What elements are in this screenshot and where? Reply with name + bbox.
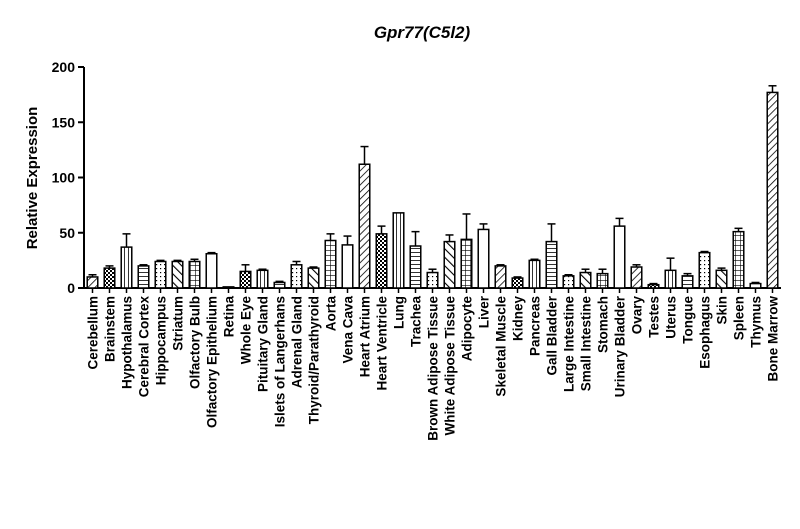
bar-esophagus (698, 251, 711, 289)
bar-brainstem (103, 267, 116, 289)
bar-islets-of-langerhans (273, 281, 286, 289)
x-tick-label: Spleen (732, 296, 747, 340)
bar-aorta (324, 239, 337, 289)
x-tick-label: Olfactory Epithelium (205, 296, 220, 428)
bar-heart-ventricle (375, 233, 388, 289)
bar-whole-eye (239, 270, 252, 289)
x-tick-label: Gall Bladder (545, 295, 560, 375)
y-tick-label: 0 (67, 280, 75, 296)
x-tick-label: Skin (715, 296, 730, 325)
x-tick-label: Uterus (664, 296, 679, 339)
x-tick-label: Esophagus (698, 296, 713, 369)
chart-title: Gpr77(C5l2) (374, 23, 471, 42)
bar-thyroid-parathyroid (307, 267, 320, 289)
bar-brown-adipose-tissue (426, 271, 439, 289)
x-tick-label: Stomach (596, 296, 611, 353)
x-tick-label: Islets of Langerhans (273, 296, 288, 427)
bar-bone-marrow (766, 91, 779, 289)
x-tick-label: Striatum (171, 296, 186, 351)
x-tick-label: Tongue (681, 296, 696, 344)
x-tick-label: Hypothalamus (120, 296, 135, 389)
bar-gall-bladder (545, 240, 558, 289)
y-axis-label: Relative Expression (24, 107, 41, 250)
x-tick-label: Heart Atrium (358, 296, 373, 377)
y-tick-label: 100 (52, 170, 76, 186)
bar-pancreas (528, 259, 541, 289)
bar-adrenal-gland (290, 264, 303, 289)
bar-lung (392, 212, 405, 289)
x-tick-label: Cerebellum (86, 296, 101, 370)
x-tick-label: Cerebral Cortex (137, 296, 152, 398)
x-tick-label: Trachea (409, 296, 424, 348)
x-tick-label: Testes (647, 296, 662, 338)
y-tick-label: 150 (52, 114, 76, 130)
bar-cerebellum (86, 276, 99, 289)
y-tick-label: 50 (59, 225, 75, 241)
y-tick-label: 200 (52, 59, 76, 75)
x-tick-label: Adipocyte (460, 296, 475, 362)
bar-tongue (681, 275, 694, 289)
bar-uterus (664, 269, 677, 289)
bar-urinary-bladder (613, 225, 626, 289)
bar-olfactory-epithelium (205, 252, 218, 289)
bar-adipocyte (460, 238, 473, 289)
bar-large-intestine (562, 275, 575, 289)
bar-hypothalamus (120, 246, 133, 289)
bar-ovary (630, 266, 643, 289)
bar-vena-cava (341, 244, 354, 289)
x-tick-label: Ovary (630, 296, 645, 335)
x-tick-label: Aorta (324, 296, 339, 332)
x-tick-label: Olfactory Bulb (188, 296, 203, 389)
bars (86, 85, 779, 293)
x-tick-label: Brown Adipose Tissue (426, 296, 441, 441)
x-tick-label: Retina (222, 296, 237, 338)
x-tick-label: Small Intestine (579, 296, 594, 392)
x-tick-label: Urinary Bladder (613, 295, 628, 397)
x-tick-label: Adrenal Gland (290, 296, 305, 388)
bar-skeletal-muscle (494, 265, 507, 289)
x-tick-label: Vena Cava (341, 296, 356, 364)
x-tick-label: Bone Marrow (766, 296, 781, 382)
bar-kidney (511, 277, 524, 289)
x-tick-label: Kidney (511, 296, 526, 342)
x-tick-label: Thyroid/Parathyroid (307, 296, 322, 424)
bar-hippocampus (154, 260, 167, 289)
x-tick-label: White Adipose Tissue (443, 296, 458, 436)
x-axis-labels: Cerebellum Brainstem Hypothalamus Cerebral … (86, 295, 781, 441)
x-tick-label: Whole Eye (239, 296, 254, 365)
x-tick-label: Heart Ventricle (375, 296, 390, 391)
bar-stomach (596, 272, 609, 289)
bar-small-intestine (579, 271, 592, 289)
x-tick-label: Hippocampus (154, 296, 169, 385)
bar-olfactory-bulb (188, 260, 201, 289)
x-tick-label: Skeletal Muscle (494, 296, 509, 397)
bar-heart-atrium (358, 163, 371, 289)
bar-pituitary-gland (256, 269, 269, 289)
x-tick-label: Pituitary Gland (256, 296, 271, 392)
x-tick-label: Large Intestine (562, 296, 577, 393)
bar-striatum (171, 260, 184, 289)
bar-white-adipose-tissue (443, 240, 456, 289)
bar-testes (647, 283, 660, 289)
x-tick-label: Thymus (749, 296, 764, 348)
x-tick-label: Liver (477, 295, 492, 328)
x-tick-label: Pancreas (528, 296, 543, 356)
bar-liver (477, 228, 490, 289)
bar-retina (222, 286, 235, 289)
x-tick-label: Brainstem (103, 296, 118, 362)
x-tick-label: Lung (392, 296, 407, 329)
bar-thymus (749, 282, 762, 289)
bar-cerebral-cortex (137, 265, 150, 289)
bar-skin (715, 269, 728, 289)
bar-spleen (732, 230, 745, 289)
bar-trachea (409, 245, 422, 289)
